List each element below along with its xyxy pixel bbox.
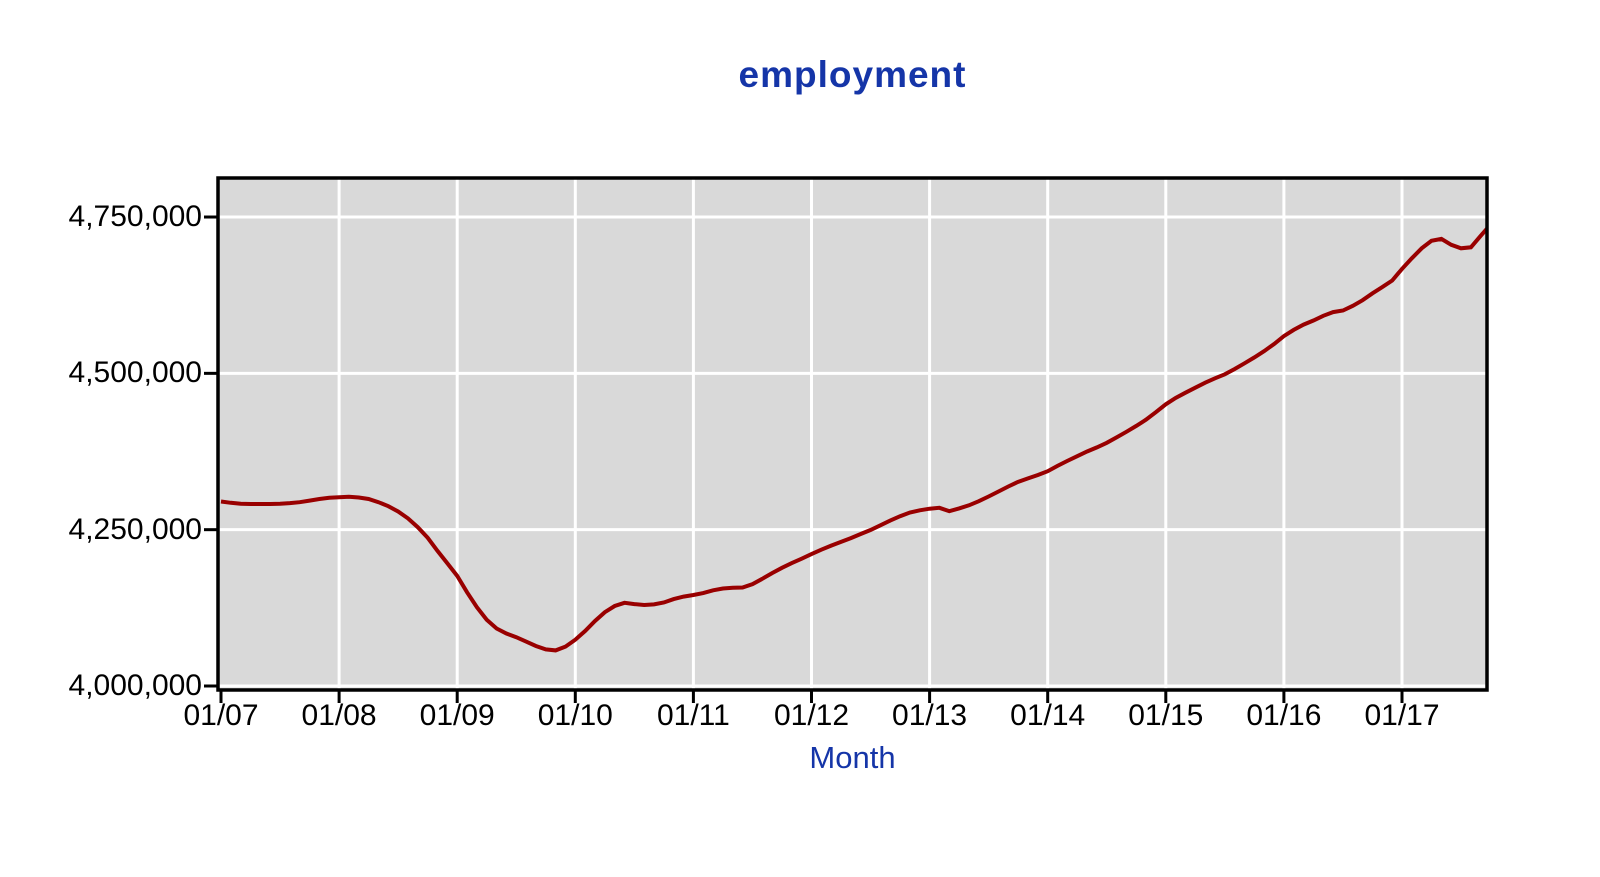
x-tick-label: 01/13 [892,699,968,732]
plot-area [218,178,1487,690]
plot-border [216,176,1489,692]
employment-line [220,225,1487,653]
x-tick-label: 01/14 [1010,699,1086,732]
x-tick-label: 01/09 [419,699,495,732]
y-tick-label: 4,500,000 [68,356,202,390]
y-tick-label: 4,000,000 [68,668,202,702]
x-tick-label: 01/17 [1364,699,1440,732]
y-tick-label: 4,750,000 [68,200,202,234]
x-tick-label: 01/08 [301,699,377,732]
x-tick-label: 01/07 [183,699,259,732]
chart-title: employment [738,54,967,95]
x-tick-label: 01/10 [537,699,613,732]
x-tick-label: 01/11 [656,699,730,732]
y-tick-label: 4,250,000 [68,512,202,546]
x-tick-label: 01/12 [773,699,850,732]
x-axis-title: Month [809,740,896,775]
x-tick-label: 01/16 [1246,699,1322,732]
x-tick-label: 01/15 [1128,699,1204,732]
